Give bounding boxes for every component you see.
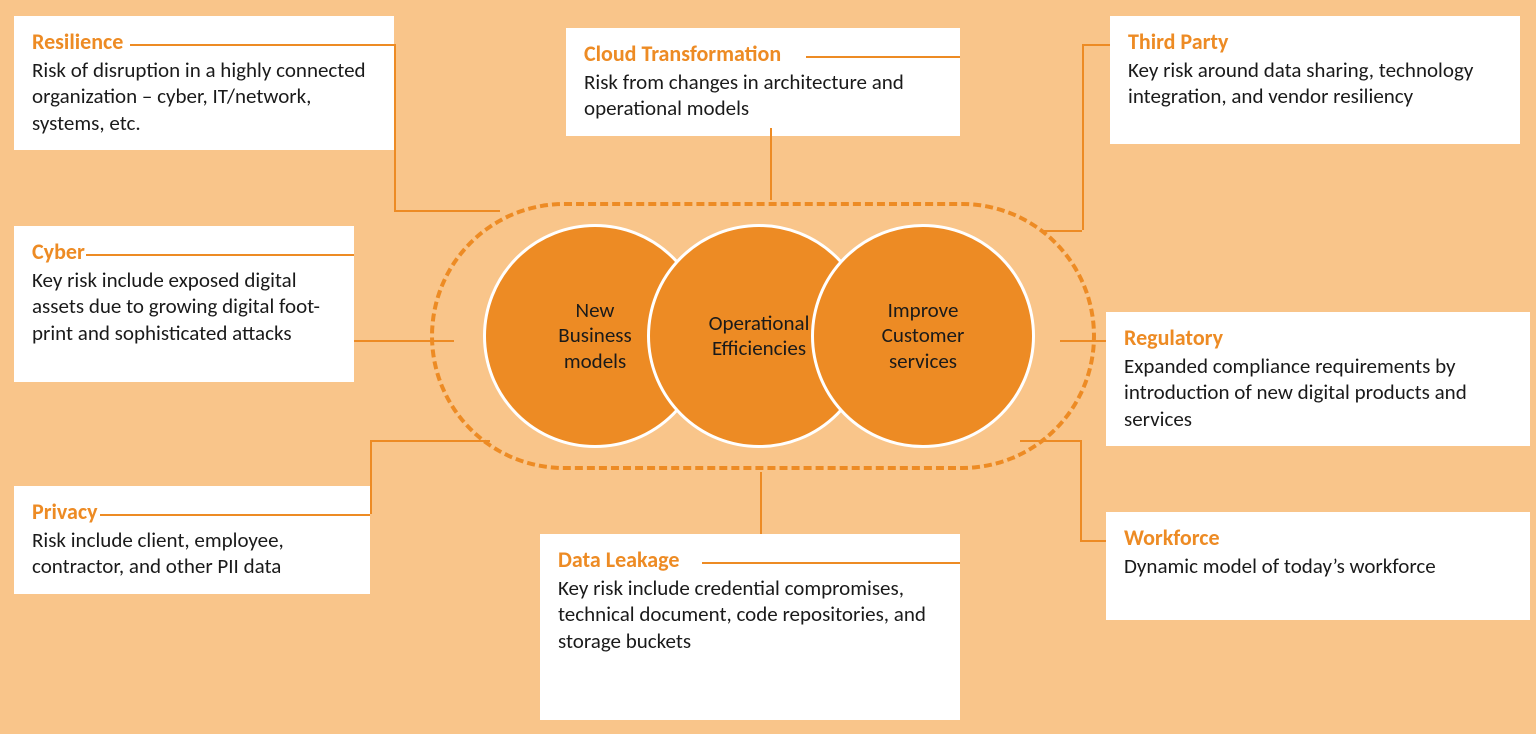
card-title-rule [130,44,394,46]
card-title-rule [1080,540,1106,542]
connector-line [1080,440,1082,540]
connector-line [770,128,772,200]
card-body: Risk include client, employee, contracto… [32,527,352,580]
venn-circle-label: OperationalEfficiencies [709,311,810,361]
connector-line [1082,44,1084,230]
card-workforce: Workforce Dynamic model of today’s workf… [1106,512,1530,620]
card-title-rule [100,514,370,516]
card-body: Dynamic model of today’s workforce [1124,553,1512,579]
venn-circle-customer: ImproveCustomerservices [811,224,1035,448]
card-body: Expanded compliance requirements by intr… [1124,353,1512,432]
card-title: Privacy [32,498,98,525]
connector-line [394,210,500,212]
card-body: Key risk include exposed digital assets … [32,267,336,346]
card-body: Key risk around data sharing, technology… [1128,57,1502,110]
card-resilience: Resilience Risk of disruption in a highl… [14,16,394,150]
card-title-rule [806,56,960,58]
card-privacy: Privacy Risk include client, employee, c… [14,486,370,594]
card-title-rule [1082,44,1110,46]
venn-circle-label: ImproveCustomerservices [882,298,965,374]
venn-circle-label: NewBusinessmodels [558,298,631,374]
connector-line [1040,230,1082,232]
card-title: Regulatory [1124,324,1223,351]
card-title: Resilience [32,28,123,55]
card-title: Workforce [1124,524,1220,551]
card-title-rule [1084,340,1106,342]
card-title-rule [86,254,354,256]
card-body: Risk of disruption in a highly connected… [32,57,376,136]
connector-line [760,472,762,534]
card-third-party: Third Party Key risk around data sharing… [1110,16,1520,144]
card-title-rule [702,562,960,564]
card-title: Cyber [32,238,85,265]
connector-line [370,440,490,442]
card-title: Cloud Transformation [584,40,781,67]
card-title: Third Party [1128,28,1228,55]
card-cyber: Cyber Key risk include exposed digital a… [14,226,354,382]
card-body: Key risk include credential compromises,… [558,575,942,654]
connector-line [354,340,454,342]
card-regulatory: Regulatory Expanded compliance requireme… [1106,312,1530,446]
card-cloud-transformation: Cloud Transformation Risk from changes i… [566,28,960,136]
connector-line [1060,340,1084,342]
card-body: Risk from changes in architecture and op… [584,69,942,122]
connector-line [394,44,396,210]
connector-line [370,440,372,514]
connector-line [1020,440,1080,442]
card-title: Data Leakage [558,546,679,573]
